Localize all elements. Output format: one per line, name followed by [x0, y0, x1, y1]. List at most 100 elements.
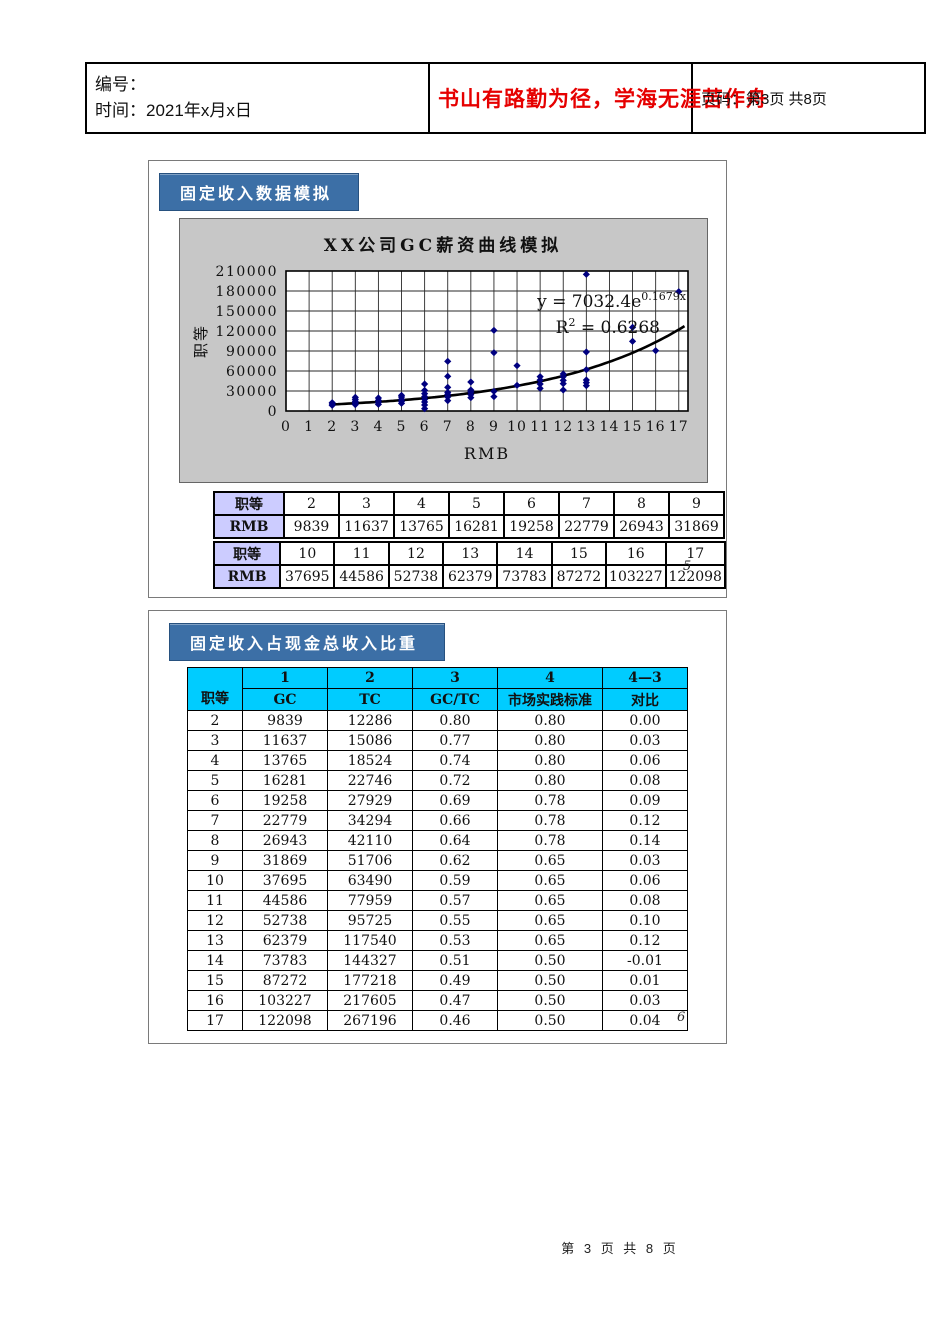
row-label-cell: 职等: [212, 541, 282, 566]
grade-cell: 4: [393, 491, 450, 516]
ratio-table-cell: 0.00: [602, 710, 688, 731]
ratio-table-cell: 8: [187, 830, 243, 851]
column-name-header: 对比: [602, 688, 688, 711]
x-axis-tick-label: 8: [466, 419, 476, 435]
scatter-point: [582, 366, 590, 374]
column-name-header: 市场实践标准: [497, 688, 603, 711]
scatter-point: [582, 348, 590, 356]
footer-page-number: 第 3 页 共 8 页: [561, 1241, 679, 1256]
ratio-table-row: 10 37695 63490 0.59 0.65 0.06: [187, 870, 688, 891]
scatter-point: [628, 337, 637, 345]
panel-title-fixed-income: 固定收入数据模拟: [159, 173, 360, 211]
document-date-label: 时间：2021年x月x日: [95, 101, 252, 120]
ratio-table-cell: 16: [187, 990, 243, 1011]
ratio-table-cell: 16281: [242, 770, 328, 791]
ratio-table-cell: 27929: [327, 790, 413, 811]
ratio-table-row: 16 103227 217605 0.47 0.50 0.03: [187, 990, 688, 1011]
ratio-table-cell: 0.65: [497, 850, 603, 871]
ratio-table-cell: 0.51: [412, 950, 498, 971]
column-name-header: GC: [242, 688, 328, 711]
rmb-value-cell: 31869: [668, 514, 725, 539]
grade-cell: 17: [664, 541, 726, 566]
rmb-value-cell: 22779: [558, 514, 615, 539]
ratio-table-row: 3 11637 15086 0.77 0.80 0.03: [187, 730, 688, 751]
ratio-table-cell: 0.80: [497, 710, 603, 731]
ratio-table-cell: 0.65: [497, 930, 603, 951]
x-axis-tick-label: 9: [489, 419, 499, 435]
ratio-table-cell: 0.01: [602, 970, 688, 991]
x-axis-tick-label: 13: [576, 419, 596, 435]
ratio-table-cell: 0.08: [602, 770, 688, 791]
grade-cell: 2: [283, 491, 340, 516]
grade-table-row: 职等 10 11 12 13 14 15 16 17: [212, 541, 726, 566]
scatter-point: [536, 380, 544, 388]
ratio-table-cell: 2: [187, 710, 243, 731]
y-axis-tick-label: 30000: [226, 384, 278, 400]
column-number-header: 3: [412, 667, 498, 689]
ratio-table-cell: 42110: [327, 830, 413, 851]
ratio-table-cell: 0.50: [497, 950, 603, 971]
ratio-table-cell: 0.03: [602, 850, 688, 871]
fit-equation-label: y = 7032.4e0.1679x: [536, 290, 687, 312]
rmb-value-cell: 11637: [338, 514, 395, 539]
ratio-table-cell: 4: [187, 750, 243, 771]
ratio-table-cell: 0.74: [412, 750, 498, 771]
header-number-date-cell: 编号： 时间：2021年x月x日: [85, 62, 430, 134]
grade-cell: 5: [448, 491, 505, 516]
ratio-table-cell: 12286: [327, 710, 413, 731]
document-number-label: 编号：: [95, 74, 146, 94]
ratio-table-cell: 0.78: [497, 790, 603, 811]
x-axis-tick-label: 12: [553, 419, 573, 435]
rmb-value-cell: 73783: [496, 564, 553, 589]
ratio-table-cell: 17: [187, 1010, 243, 1031]
ratio-table-row: 13 62379 117540 0.53 0.65 0.12: [187, 930, 688, 951]
plot-area: [286, 271, 688, 411]
ratio-table-cell: 0.10: [602, 910, 688, 931]
ratio-table-cell: 0.77: [412, 730, 498, 751]
rmb-value-cell: 16281: [448, 514, 505, 539]
chart-title: XX公司GC薪资曲线模拟: [324, 235, 562, 256]
column-number-header: 4: [497, 667, 603, 689]
grade-cell: 8: [613, 491, 670, 516]
ratio-table-header-numbers: 职等 1 2 3 4 4—3: [187, 667, 688, 711]
ratio-table-cell: 0.57: [412, 890, 498, 911]
grade-table-row: RMB 9839 11637 13765 16281 19258 22779 26943 318…: [213, 514, 725, 539]
ratio-table-cell: 31869: [242, 850, 328, 871]
ratio-table-cell: 0.08: [602, 890, 688, 911]
ratio-table-cell: 0.69: [412, 790, 498, 811]
ratio-table-cell: 87272: [242, 970, 328, 991]
ratio-table-cell: 3: [187, 730, 243, 751]
ratio-table-cell: 0.78: [497, 830, 603, 851]
ratio-table-cell: 52738: [242, 910, 328, 931]
x-axis-title: RMB: [464, 444, 510, 463]
ratio-table-cell: 103227: [242, 990, 328, 1011]
column-number-header: 1: [242, 667, 328, 689]
panel-fixed-income-simulation: 固定收入数据模拟 XX公司GC薪资曲线模拟 0 30000 60000 90000 120…: [148, 160, 727, 598]
scatter-point: [652, 347, 660, 355]
rmb-value-cell: 26943: [613, 514, 670, 539]
salary-curve-chart: XX公司GC薪资曲线模拟 0 30000 60000 90000 120000 150000…: [179, 218, 708, 483]
scatter-point: [628, 323, 637, 331]
scatter-point: [374, 394, 383, 402]
grade-cell: 7: [558, 491, 615, 516]
motto-text: 书山有路勤为径，学海无涯苦作舟: [438, 88, 768, 111]
ratio-table-row: 14 73783 144327 0.51 0.50 -0.01: [187, 950, 688, 971]
ratio-table-cell: 44586: [242, 890, 328, 911]
row-label-cell: 职等: [213, 491, 285, 516]
ratio-table-cell: 26943: [242, 830, 328, 851]
rmb-value-cell: 13765: [393, 514, 450, 539]
ratio-table-cell: 0.49: [412, 970, 498, 991]
scatter-point: [582, 376, 590, 384]
income-ratio-table: 职等 1 2 3 4 4—3 GC TC GC/TC 市场实践标准 对比 2 9839 12286 0.80…: [187, 667, 688, 1031]
x-axis-tick-label: 3: [350, 419, 360, 435]
grade-cell: 16: [605, 541, 667, 566]
x-axis-tick-label: 0: [281, 419, 291, 435]
ratio-table-cell: 0.80: [497, 730, 603, 751]
ratio-table-row: 8 26943 42110 0.64 0.78 0.14: [187, 830, 688, 851]
column-name-header: GC/TC: [412, 688, 498, 711]
ratio-table-cell: 267196: [327, 1010, 413, 1031]
x-axis-tick-label: 15: [623, 419, 643, 435]
scatter-point: [467, 386, 475, 394]
ratio-table-cell: 0.50: [497, 1010, 603, 1031]
scatter-point: [513, 362, 521, 370]
